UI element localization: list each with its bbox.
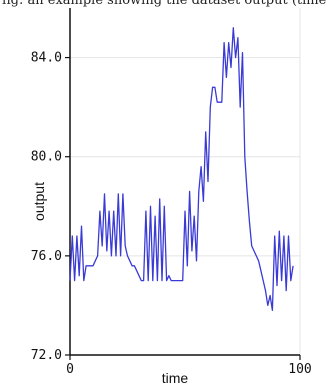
- axes: [65, 8, 301, 360]
- x-tick-label: 0: [66, 362, 74, 377]
- page-header-text: fig: an example showing the dataset outp…: [2, 0, 327, 8]
- y-axis-label: output: [31, 182, 47, 221]
- tick-labels: 72.0 76.0 80.0 84.0 0 100: [31, 51, 312, 377]
- y-tick-label: 72.0: [31, 348, 62, 363]
- y-tick-label: 76.0: [31, 249, 62, 264]
- y-tick-label: 84.0: [31, 51, 62, 66]
- series-line-0: [69, 27, 294, 312]
- x-tick-label: 100: [288, 362, 311, 377]
- x-axis-label: time: [162, 370, 189, 385]
- y-tick-label: 80.0: [31, 150, 62, 165]
- series-lines: [69, 27, 294, 312]
- grid: [69, 8, 301, 356]
- page-header: fig: an example showing the dataset outp…: [0, 0, 327, 12]
